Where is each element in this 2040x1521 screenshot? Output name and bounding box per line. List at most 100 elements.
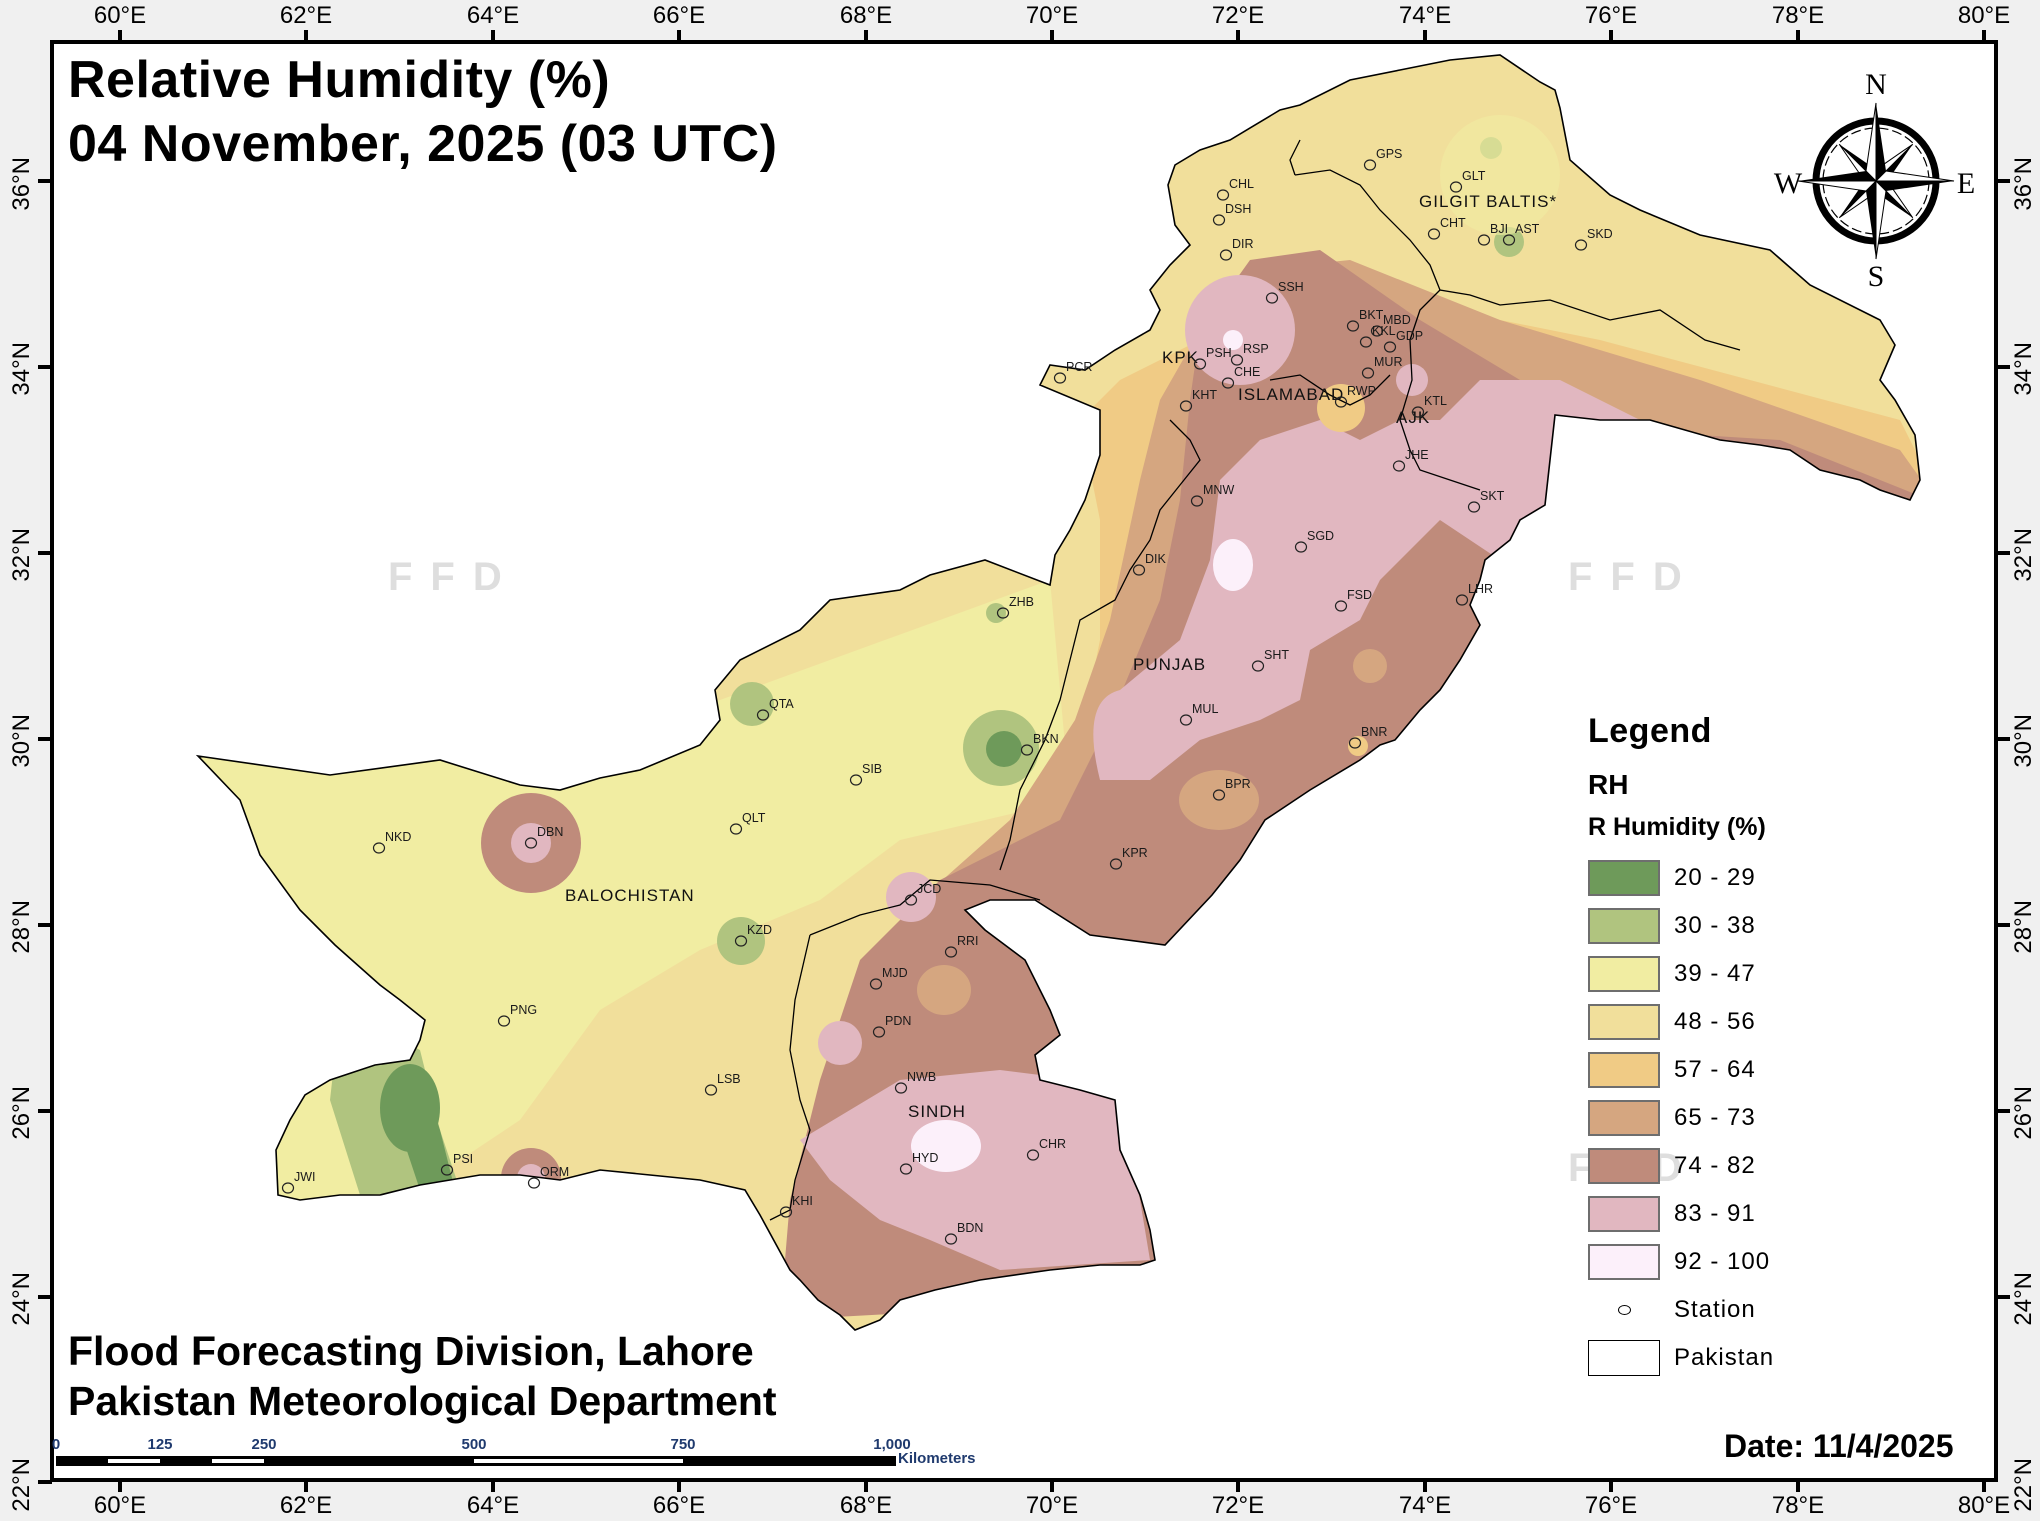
station-label: GDP [1396, 329, 1423, 343]
station-marker: RSP [1230, 342, 1269, 366]
station-circle-icon [779, 1206, 793, 1218]
map-title: Relative Humidity (%) 04 November, 2025 … [68, 48, 778, 176]
station-label: BDN [957, 1221, 983, 1235]
station-label: MJD [882, 966, 908, 980]
lon-tick-label: 68°E [839, 1492, 893, 1519]
station-label: SGD [1307, 529, 1334, 543]
station-circle-icon [1455, 594, 1469, 606]
station-circle-icon [1467, 501, 1481, 513]
compass-south-label: S [1868, 260, 1885, 288]
station-label: ZHB [1009, 595, 1034, 609]
station-marker: PDN [872, 1014, 911, 1038]
station-label: ORM [540, 1165, 569, 1179]
station-marker: HYD [899, 1151, 938, 1175]
station-label: BJI [1490, 222, 1508, 236]
station-circle-icon [1334, 396, 1348, 408]
station-label: KZD [747, 923, 772, 937]
scale-tick-label: 0 [51, 1436, 61, 1453]
station-circle-icon [944, 946, 958, 958]
station-circle-icon [734, 935, 748, 947]
lon-tick-label: 76°E [1584, 1492, 1638, 1519]
station-label: SSH [1278, 280, 1304, 294]
station-circle-icon [869, 978, 883, 990]
lon-tick-label: 70°E [1025, 1492, 1079, 1519]
station-label: RRI [957, 934, 979, 948]
station-label: SHT [1264, 648, 1289, 662]
station-label: CHR [1039, 1137, 1066, 1151]
station-label: CHL [1229, 177, 1254, 191]
station-label: FSD [1347, 588, 1372, 602]
station-marker: LSB [704, 1072, 741, 1096]
station-label: MUR [1374, 355, 1402, 369]
station-marker: QLT [729, 811, 766, 835]
lon-tick-label: 68°E [839, 2, 893, 29]
lon-tick-label: 72°E [1211, 1492, 1265, 1519]
station-marker: PCR [1053, 360, 1092, 384]
station-circle-icon [281, 1182, 295, 1194]
station-label: KHT [1192, 388, 1217, 402]
station-marker: CHL [1216, 177, 1254, 201]
station-marker: BNR [1348, 725, 1387, 749]
region-label-balochistan: BALOCHISTAN [565, 886, 695, 905]
region-label-sindh: SINDH [908, 1102, 966, 1121]
station-circle-icon [1221, 377, 1235, 389]
lon-tick-label: 62°E [279, 2, 333, 29]
scale-tick-label: 250 [251, 1436, 277, 1453]
station-label: KPR [1122, 846, 1148, 860]
station-label: LSB [717, 1072, 741, 1086]
station-circle-icon [729, 823, 743, 835]
credit-line-1: Flood Forecasting Division, Lahore [68, 1328, 754, 1374]
legend-class-label: 57 - 64 [1674, 1056, 1756, 1083]
station-circle-icon [1179, 400, 1193, 412]
station-label: QLT [742, 811, 766, 825]
station-marker: KTL [1411, 394, 1447, 418]
station-circle-icon [1348, 737, 1362, 749]
station-marker: MNW [1190, 483, 1234, 507]
station-circle-icon [1026, 1149, 1040, 1161]
station-marker: GLT [1449, 169, 1486, 193]
station-circle-icon [704, 1084, 718, 1096]
legend-class-label: 92 - 100 [1674, 1248, 1771, 1275]
legend-class-row: 30 - 38 [1588, 902, 1928, 950]
station-label: JHE [1405, 448, 1429, 462]
station-circle-icon [1132, 564, 1146, 576]
credit-line-2: Pakistan Meteorological Department [68, 1378, 777, 1424]
scale-tick-label: 750 [670, 1436, 696, 1453]
station-circle-icon [1427, 228, 1441, 240]
lon-tick-label: 78°E [1771, 1492, 1825, 1519]
station-marker: DIR [1219, 237, 1254, 261]
station-marker: AST [1502, 222, 1540, 246]
station-marker: KZD [734, 923, 772, 947]
station-marker: KHI [779, 1194, 813, 1218]
station-marker: ORM [527, 1165, 569, 1189]
station-label: RSP [1243, 342, 1269, 356]
lon-tick-label: 60°E [93, 1492, 147, 1519]
station-marker: DSH [1212, 202, 1251, 226]
legend-class-label: 20 - 29 [1674, 864, 1756, 891]
credits: Flood Forecasting Division, Lahore Pakis… [68, 1326, 777, 1426]
station-label: QTA [769, 697, 794, 711]
station-label: JCD [917, 882, 941, 896]
station-marker: NKD [372, 830, 411, 854]
station-marker: JWI [281, 1170, 316, 1194]
station-circle-icon [904, 894, 918, 906]
station-circle-icon [1383, 341, 1397, 353]
station-label: CHT [1440, 216, 1466, 230]
lon-tick-label: 64°E [466, 1492, 520, 1519]
lon-tick-label: 60°E [93, 2, 147, 29]
station-circle-icon [1193, 358, 1207, 370]
boundary-swatch [1588, 1340, 1660, 1376]
station-label: MNW [1203, 483, 1234, 497]
lon-tick-label: 78°E [1771, 2, 1825, 29]
legend-boundary-label: Pakistan [1674, 1344, 1775, 1371]
station-label: KTL [1424, 394, 1447, 408]
legend-class-row: 74 - 82 [1588, 1142, 1928, 1190]
station-circle-icon [1359, 336, 1373, 348]
legend-station-label: Station [1674, 1296, 1756, 1323]
legend-class-label: 74 - 82 [1674, 1152, 1756, 1179]
station-label: MBD [1383, 313, 1411, 327]
station-marker: KKL [1359, 324, 1396, 348]
station-label: SIB [862, 762, 882, 776]
station-circle-icon [1216, 189, 1230, 201]
